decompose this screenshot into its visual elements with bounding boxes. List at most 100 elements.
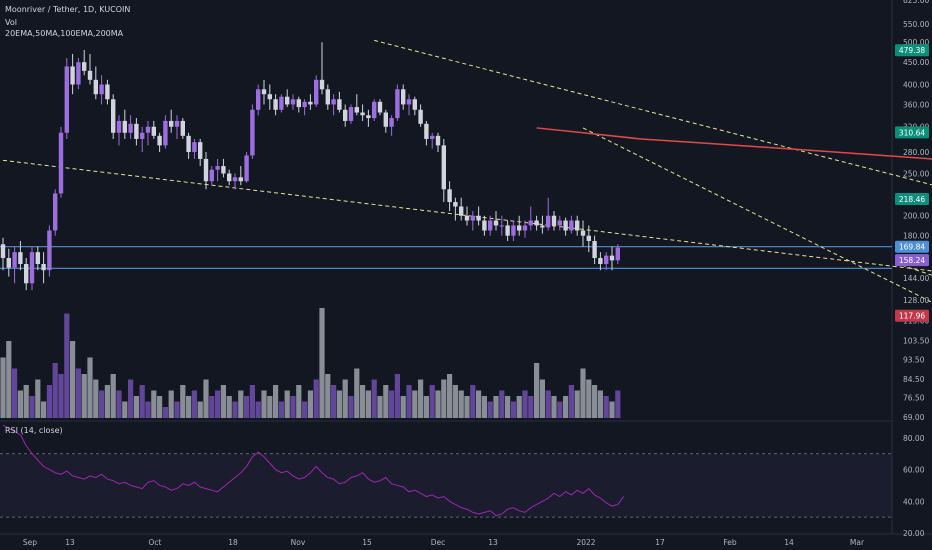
candle — [0, 237, 6, 271]
volume-bar — [249, 385, 255, 418]
price-label-text: 169.84 — [899, 243, 925, 252]
candle-body — [296, 99, 301, 108]
candle — [609, 246, 615, 271]
candle-body — [111, 99, 116, 133]
price-label-badge — [895, 309, 929, 322]
candle-body — [24, 264, 29, 284]
candle — [424, 120, 429, 146]
candle — [53, 189, 58, 236]
trendline-1 — [374, 39, 932, 186]
candle-body — [163, 120, 168, 146]
volume-bar — [429, 385, 435, 418]
candle — [319, 42, 325, 95]
candle-body — [18, 252, 23, 265]
volume-legend: Vol — [5, 18, 17, 27]
volume-bar — [162, 407, 168, 418]
candle-body — [540, 225, 545, 228]
price-label-text: 310.64 — [899, 128, 925, 137]
candle — [482, 215, 487, 236]
candle-body — [29, 252, 35, 284]
candle — [169, 109, 174, 133]
volume-bar — [580, 368, 586, 418]
candle-body — [354, 107, 359, 113]
candle-body — [267, 94, 272, 100]
volume-bar — [110, 374, 116, 418]
candle-body — [244, 155, 249, 182]
candle-body — [169, 120, 174, 127]
volume-bar — [574, 390, 580, 418]
volume-bar — [232, 401, 238, 418]
price-tick-label: 93.50 — [903, 356, 925, 365]
time-tick-label: 15 — [362, 538, 372, 547]
candle-body — [122, 120, 127, 133]
candle-body — [580, 230, 586, 236]
volume-bar — [23, 385, 29, 418]
volume-bar — [122, 401, 128, 418]
candle-body — [505, 225, 510, 236]
candle — [116, 115, 122, 146]
candle — [412, 96, 417, 116]
candle-body — [256, 89, 261, 110]
rsi-tick-label: 60.00 — [903, 466, 925, 475]
candle — [232, 173, 238, 190]
candle — [401, 84, 406, 110]
candle-body — [592, 241, 597, 258]
volume-bar — [458, 390, 464, 418]
volume-bar — [336, 390, 342, 418]
volume-bar — [505, 396, 511, 418]
candle-body — [87, 70, 93, 80]
candle-body — [470, 215, 475, 221]
candle — [406, 94, 412, 116]
candle — [6, 248, 11, 277]
candle — [615, 244, 620, 265]
candle-body — [493, 220, 499, 226]
candle-body — [511, 225, 516, 236]
volume-bar — [290, 396, 296, 418]
time-tick-label: 18 — [228, 538, 238, 547]
volume-bar — [29, 396, 35, 418]
volume-bar — [557, 401, 563, 418]
price-label-text: 479.38 — [899, 46, 925, 55]
candle-body — [35, 252, 40, 265]
candle-body — [319, 79, 325, 90]
volume-bar — [58, 374, 64, 418]
candle — [441, 138, 446, 203]
candle — [511, 220, 516, 242]
candle-body — [93, 79, 98, 95]
candle-body — [372, 101, 377, 119]
price-tick-label: 625.00 — [903, 0, 929, 5]
volume-bar — [592, 385, 598, 418]
volume-bar — [354, 368, 360, 418]
candle — [122, 109, 127, 139]
candle — [366, 109, 371, 127]
candle — [395, 84, 400, 121]
candle-body — [406, 99, 412, 105]
volume-bar — [371, 379, 377, 418]
candle-body — [0, 244, 6, 258]
price-label-badge — [895, 254, 929, 267]
volume-bar — [493, 396, 499, 418]
candle-body — [586, 235, 591, 242]
candle — [99, 75, 104, 105]
volume-bar — [128, 379, 134, 418]
candle-body — [151, 126, 156, 136]
candle — [505, 220, 510, 242]
volume-bar — [539, 379, 545, 418]
candle-body — [58, 132, 64, 194]
price-tick-label: 76.50 — [903, 394, 925, 403]
time-tick-label: 14 — [784, 538, 794, 547]
volume-bar — [522, 390, 528, 418]
candle — [151, 120, 156, 139]
symbol-legend: Moonriver / Tether, 1D, KUCOIN — [5, 5, 131, 14]
candle-body — [337, 99, 342, 110]
volume-bar — [6, 341, 12, 418]
time-tick-label: 2022 — [576, 538, 595, 547]
volume-bar — [470, 385, 476, 418]
volume-bar — [191, 390, 197, 418]
trendline-0 — [2, 159, 932, 272]
candle-body — [430, 135, 435, 139]
candle-body — [575, 220, 580, 231]
candle — [470, 211, 475, 231]
candle-body — [343, 109, 348, 121]
